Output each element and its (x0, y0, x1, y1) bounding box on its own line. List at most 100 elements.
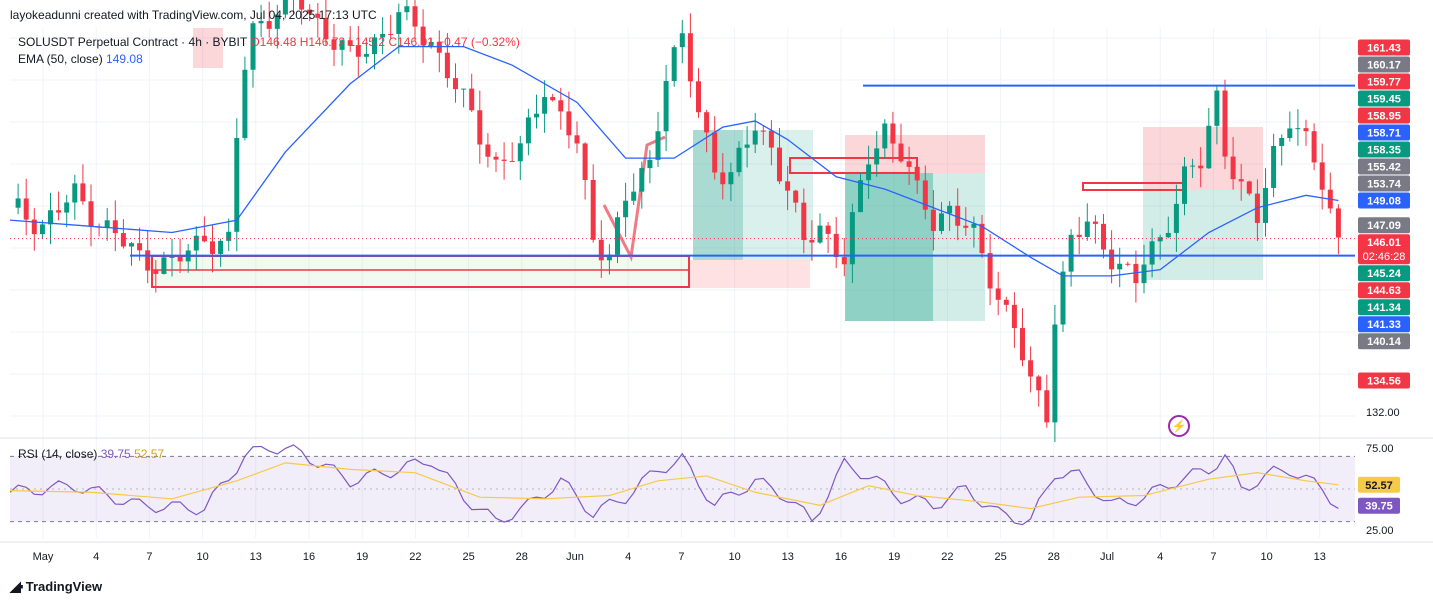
candle-body (1287, 128, 1293, 138)
grid (0, 28, 1433, 543)
rsi-value-label (1358, 476, 1400, 493)
candle-body (696, 81, 701, 113)
price-label (1358, 192, 1410, 209)
time-tick: 4 (1157, 551, 1163, 563)
supply-box (789, 157, 918, 174)
candle-body (1165, 232, 1171, 238)
candle-body (598, 239, 604, 261)
candle-body (833, 233, 839, 258)
candle-body (955, 205, 961, 226)
rsi-legend[interactable]: RSI (14, close) 39.75 52.57 (18, 447, 164, 461)
symbol-legend[interactable]: SOLUSDT Perpetual Contract · 4h · BYBIT … (18, 35, 520, 49)
candles (15, 0, 1341, 443)
candle-body (1173, 203, 1179, 233)
candle-body (485, 144, 491, 157)
rsi-label: RSI (14, close) (18, 447, 98, 461)
candle-body (453, 78, 458, 90)
candle-body (242, 69, 248, 139)
candle-body (566, 111, 572, 136)
rsi-value-label (1358, 497, 1400, 514)
candle-body (1117, 263, 1123, 270)
candle-body (623, 200, 629, 218)
candle-body (793, 190, 799, 203)
time-tick: Jul (1100, 551, 1114, 563)
candle-body (1020, 327, 1025, 361)
time-tick: 16 (303, 551, 315, 563)
candle-body (785, 181, 791, 191)
lightning-icon[interactable]: ⚡ (1168, 415, 1190, 437)
candle-body (1246, 181, 1252, 194)
price-label (1358, 217, 1410, 234)
candle-body (64, 202, 70, 213)
candle-body (1133, 263, 1139, 284)
long-position-zone (693, 130, 743, 260)
price-label (1358, 107, 1410, 124)
candle-body (331, 39, 337, 50)
time-tick: 10 (728, 551, 740, 563)
candle-body (914, 166, 920, 181)
candle-body (631, 191, 637, 201)
candle-body (550, 97, 556, 101)
ema-legend[interactable]: EMA (50, close) 149.08 (18, 52, 143, 66)
price-label-text: 155.42 (1367, 161, 1401, 173)
time-tick: 28 (516, 551, 528, 563)
candle-body (760, 130, 766, 132)
candle-body (347, 40, 353, 46)
price-label (1358, 316, 1410, 333)
candle-body (388, 33, 394, 35)
candle-body (995, 288, 1001, 300)
candle-body (461, 88, 467, 90)
price-tick: 132.00 (1366, 407, 1400, 419)
candle-body (1303, 128, 1309, 132)
time-tick: 25 (994, 551, 1006, 563)
candle-body (615, 217, 620, 255)
candle-body (1311, 131, 1317, 163)
time-tick: 19 (888, 551, 900, 563)
candle-body (339, 40, 345, 50)
candle-body (469, 88, 475, 111)
time-tick: 7 (146, 551, 152, 563)
candle-body (372, 37, 377, 54)
candle-body (282, 0, 288, 15)
ohlc-values: O146.48 H146.72 L145.2 C146.01 −0.47 (−0… (250, 35, 520, 49)
candle-body (363, 53, 369, 57)
drawings (151, 135, 1187, 288)
tradingview-logo[interactable]: ◢▪ TradingView (10, 578, 102, 595)
rsi-tick: 25.00 (1366, 525, 1394, 537)
price-label (1358, 124, 1410, 141)
candle-body (930, 209, 936, 231)
candle-body (307, 9, 313, 14)
candle-body (801, 202, 807, 241)
candle-body (250, 23, 256, 70)
candle-body (509, 160, 515, 162)
candle-body (169, 256, 175, 258)
rsi-value-text: 52.57 (1365, 480, 1393, 492)
candle-body (736, 147, 742, 173)
price-label (1358, 372, 1410, 389)
candle-body (428, 41, 434, 46)
price-label-text: 153.74 (1367, 178, 1402, 190)
candle-body (210, 241, 215, 254)
candle-body (687, 33, 693, 82)
candle-body (777, 147, 782, 182)
candle-body (1279, 137, 1285, 146)
candle-body (963, 225, 969, 228)
candle-body (153, 270, 159, 274)
candle-body (1060, 271, 1066, 325)
rsi-value-text: 39.75 (1365, 501, 1393, 513)
candle-body (525, 117, 531, 144)
candle-body (1190, 165, 1196, 167)
candle-body (663, 81, 669, 132)
stop-zone (690, 260, 810, 288)
candle-body (299, 0, 305, 10)
demand-box (151, 255, 690, 288)
time-tick: 22 (409, 551, 421, 563)
candle-body (534, 113, 539, 118)
candle-body (874, 148, 880, 165)
candle-body (477, 110, 483, 145)
candle-body (396, 12, 402, 34)
candle-body (728, 172, 734, 185)
candle-body (655, 131, 661, 160)
candle-body (1068, 234, 1074, 272)
